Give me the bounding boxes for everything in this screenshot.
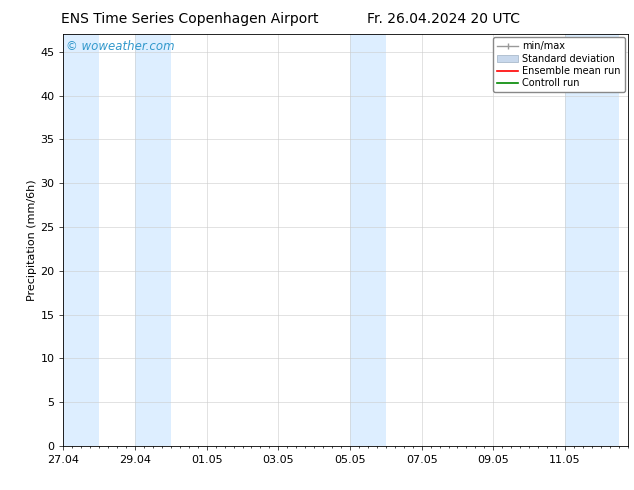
- Text: Fr. 26.04.2024 20 UTC: Fr. 26.04.2024 20 UTC: [367, 12, 521, 26]
- Text: ENS Time Series Copenhagen Airport: ENS Time Series Copenhagen Airport: [61, 12, 319, 26]
- Bar: [135, 34, 171, 446]
- Y-axis label: Precipitation (mm/6h): Precipitation (mm/6h): [27, 179, 37, 301]
- Text: © woweather.com: © woweather.com: [66, 41, 175, 53]
- Bar: [63, 34, 100, 446]
- Legend: min/max, Standard deviation, Ensemble mean run, Controll run: min/max, Standard deviation, Ensemble me…: [493, 37, 624, 92]
- Bar: [350, 34, 386, 446]
- Bar: [565, 34, 619, 446]
